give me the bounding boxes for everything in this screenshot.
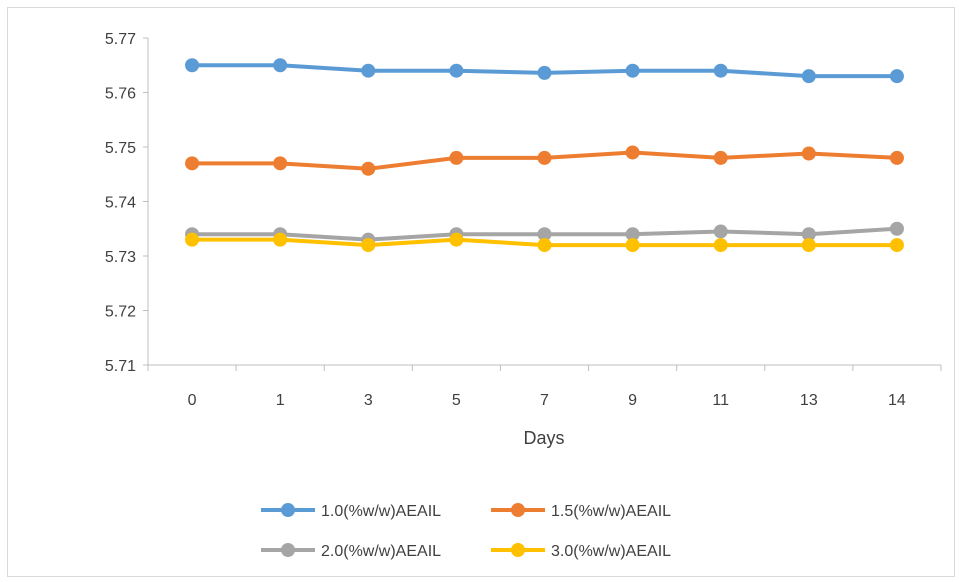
data-point	[537, 227, 552, 242]
legend-swatch-marker	[281, 503, 295, 517]
x-axis-title: Days	[523, 428, 564, 448]
data-point	[361, 63, 376, 78]
legend-swatch-marker	[281, 543, 295, 557]
data-point	[625, 63, 640, 78]
data-point	[185, 156, 200, 171]
data-point	[889, 221, 904, 236]
legend-item: 3.0(%w/w)AEAIL	[491, 543, 671, 560]
chart-frame	[7, 7, 955, 577]
series-1	[185, 58, 904, 84]
series-3	[185, 221, 904, 247]
data-point	[273, 156, 288, 171]
y-tick-label: 5.71	[105, 358, 136, 375]
data-point	[801, 146, 816, 161]
legend-label: 1.5(%w/w)AEAIL	[551, 503, 671, 520]
legend: 1.0(%w/w)AEAIL 1.5(%w/w)AEAIL 2.0(%w/w)AEA…	[261, 503, 671, 560]
legend-label: 3.0(%w/w)AEAIL	[551, 543, 671, 560]
data-point	[273, 58, 288, 73]
y-tick-label: 5.75	[105, 140, 136, 157]
y-tick-label: 5.76	[105, 86, 136, 103]
data-point	[185, 58, 200, 73]
data-point	[625, 145, 640, 160]
data-point	[889, 69, 904, 84]
y-tick-label: 5.77	[105, 31, 136, 48]
x-tick-label: 3	[364, 392, 373, 409]
series-layer	[185, 58, 904, 253]
x-tick-label: 0	[188, 392, 197, 409]
legend-item: 1.0(%w/w)AEAIL	[261, 503, 441, 520]
x-tick-label: 1	[276, 392, 285, 409]
data-point	[449, 150, 464, 165]
data-point	[449, 63, 464, 78]
data-point	[273, 232, 288, 247]
data-point	[801, 227, 816, 242]
data-point	[801, 69, 816, 84]
legend-swatch-marker	[511, 543, 525, 557]
legend-label: 2.0(%w/w)AEAIL	[321, 543, 441, 560]
data-point	[625, 238, 640, 253]
x-tick-label: 11	[712, 392, 729, 409]
axes: 5.715.725.735.745.755.765.770 1 3 5 7 9 11 13 14	[105, 31, 942, 409]
data-point	[713, 238, 728, 253]
data-point	[889, 238, 904, 253]
data-point	[713, 224, 728, 239]
legend-label: 1.0(%w/w)AEAIL	[321, 503, 441, 520]
y-tick-label: 5.74	[105, 195, 136, 212]
legend-item: 2.0(%w/w)AEAIL	[261, 543, 441, 560]
y-tick-label: 5.73	[105, 249, 136, 266]
data-point	[713, 63, 728, 78]
x-tick-label: 9	[628, 392, 637, 409]
legend-swatch-marker	[511, 503, 525, 517]
data-point	[537, 150, 552, 165]
x-tick-label: 5	[452, 392, 461, 409]
series-2	[185, 145, 904, 176]
y-tick-label: 5.72	[105, 304, 136, 321]
data-point	[537, 65, 552, 80]
data-point	[713, 150, 728, 165]
x-tick-label: 14	[888, 392, 906, 409]
legend-item: 1.5(%w/w)AEAIL	[491, 503, 671, 520]
data-point	[889, 150, 904, 165]
data-point	[361, 161, 376, 176]
data-point	[361, 238, 376, 253]
data-point	[449, 232, 464, 247]
series-4	[185, 232, 904, 253]
data-point	[537, 238, 552, 253]
data-point	[801, 238, 816, 253]
x-tick-label: 13	[800, 392, 818, 409]
data-point	[625, 227, 640, 242]
x-tick-label: 7	[540, 392, 549, 409]
data-point	[185, 232, 200, 247]
